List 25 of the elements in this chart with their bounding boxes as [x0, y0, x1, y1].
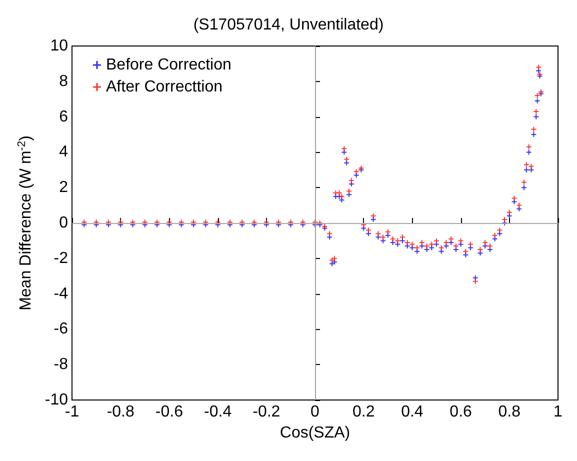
y-axis-title: Mean Difference (W m-2)	[16, 136, 34, 310]
x-tick-label: 0.2	[352, 404, 375, 420]
x-tick-label: 0	[310, 404, 320, 420]
y-tick-label: -8	[54, 356, 68, 374]
x-tick-label: 0.6	[450, 404, 472, 420]
y-tick-label: -2	[54, 250, 68, 267]
x-tick-label: -0.2	[252, 404, 280, 420]
y-tick-label: 10	[50, 38, 68, 54]
y-tick-label: 6	[59, 108, 68, 126]
x-tick-label: -0.8	[106, 404, 134, 420]
x-axis-title: Cos(SZA)	[280, 424, 350, 442]
x-tick-label: 1	[554, 404, 563, 420]
y-tick-label: 4	[59, 144, 68, 161]
x-tick-label: 0.8	[498, 404, 521, 420]
y-tick-label: 8	[59, 72, 68, 90]
legend-label: After Correcttion	[106, 78, 222, 96]
y-tick-label: 2	[59, 179, 68, 196]
legend-label: Before Correction	[106, 56, 232, 74]
x-tick-label: 0.4	[401, 404, 424, 420]
x-tick-label: -0.6	[155, 404, 184, 420]
y-tick-label: 0	[59, 214, 68, 232]
x-tick-label: -0.4	[204, 404, 232, 420]
y-tick-label: -4	[54, 285, 68, 302]
y-tick-label: -6	[54, 320, 68, 338]
chart-title: (S17057014, Unventilated)	[193, 16, 384, 34]
